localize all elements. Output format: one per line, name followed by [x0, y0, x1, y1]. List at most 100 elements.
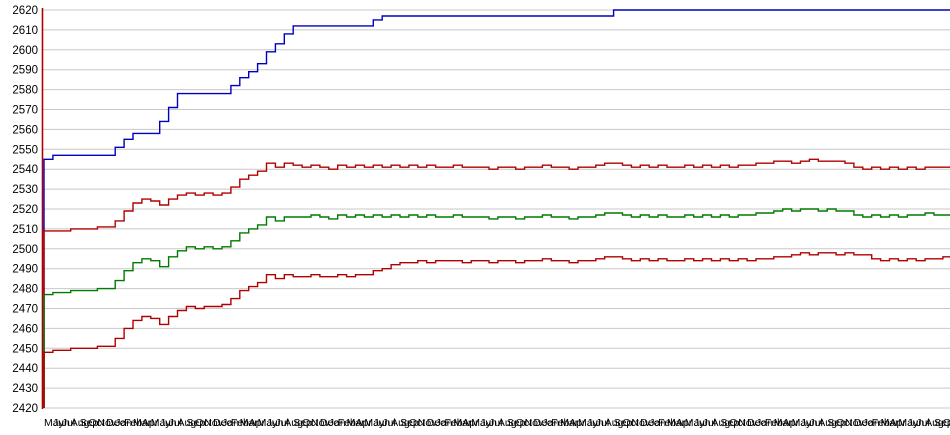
x-tick-label: Aug — [925, 417, 944, 429]
y-tick-label: 2450 — [12, 343, 38, 355]
x-tick-label: Apr — [569, 417, 586, 429]
x-tick-label: Dec — [427, 417, 446, 429]
x-tick-label: Oct — [836, 417, 852, 429]
x-tick-label: Nov — [525, 417, 544, 429]
x-tick-label: Jul — [275, 417, 288, 429]
x-tick-label: Sep — [720, 417, 739, 429]
x-tick-label: May — [898, 417, 919, 429]
x-tick-label: Jun — [160, 417, 177, 429]
x-tick-label: Feb — [124, 417, 142, 429]
y-tick-label: 2580 — [12, 85, 38, 97]
x-tick-label: Oct — [516, 417, 532, 429]
y-tick-label: 2540 — [12, 164, 38, 176]
x-tick-label: Mar — [347, 417, 366, 429]
x-tick-label: Dec — [534, 417, 553, 429]
x-tick-label: Feb — [658, 417, 676, 429]
y-tick-label: 2590 — [12, 65, 38, 77]
x-tick-label: May — [364, 417, 385, 429]
y-tick-label: 2530 — [12, 184, 38, 196]
x-tick-label: Jul — [169, 417, 182, 429]
x-tick-label: Jul — [489, 417, 502, 429]
x-tick-label: Feb — [338, 417, 356, 429]
x-tick-label: Nov — [97, 417, 116, 429]
x-tick-label: Aug — [284, 417, 303, 429]
x-tick-label: Dec — [747, 417, 766, 429]
x-tick-label: Jun — [267, 417, 284, 429]
x-tick-label: Jul — [382, 417, 395, 429]
y-tick-label: 2440 — [12, 363, 38, 375]
y-tick-label: 2490 — [12, 264, 38, 276]
x-tick-label: Jul — [809, 417, 822, 429]
x-tick-label: Feb — [872, 417, 890, 429]
x-tick-label: Sep — [400, 417, 419, 429]
y-tick-label: 2520 — [12, 204, 38, 216]
x-tick-label: Sep — [293, 417, 312, 429]
x-tick-label: Jul — [62, 417, 75, 429]
x-tick-label: Oct — [729, 417, 745, 429]
x-tick-label: Mar — [133, 417, 152, 429]
x-tick-label: Sep — [934, 417, 950, 429]
x-tick-label: Nov — [738, 417, 757, 429]
x-tick-label: Mar — [240, 417, 259, 429]
x-tick-label: Jan — [436, 417, 453, 429]
x-tick-label: May — [471, 417, 492, 429]
x-tick-label: Jun — [480, 417, 497, 429]
x-tick-label: Feb — [551, 417, 569, 429]
x-tick-label: May — [151, 417, 172, 429]
x-tick-label: Jun — [694, 417, 711, 429]
x-tick-label: Feb — [445, 417, 463, 429]
x-tick-label: Jan — [329, 417, 346, 429]
x-tick-label: Jan — [542, 417, 559, 429]
x-tick-label: Aug — [178, 417, 197, 429]
x-tick-label: Feb — [765, 417, 783, 429]
x-tick-label: Sep — [614, 417, 633, 429]
y-tick-label: 2470 — [12, 304, 38, 316]
x-tick-label: Apr — [142, 417, 159, 429]
x-tick-label: Aug — [818, 417, 837, 429]
x-tick-label: Jul — [916, 417, 929, 429]
x-tick-label: Dec — [640, 417, 659, 429]
x-tick-label: Apr — [676, 417, 693, 429]
x-tick-label: Nov — [204, 417, 223, 429]
series-red-upper-line — [43, 158, 950, 408]
x-tick-label: Oct — [195, 417, 211, 429]
x-tick-label: May — [258, 417, 279, 429]
x-tick-label: Nov — [631, 417, 650, 429]
y-tick-label: 2480 — [12, 284, 38, 296]
x-tick-label: Jun — [373, 417, 390, 429]
y-tick-label: 2610 — [12, 25, 38, 37]
x-tick-label: Oct — [943, 417, 950, 429]
x-tick-label: Mar — [453, 417, 472, 429]
x-tick-label: Jan — [756, 417, 773, 429]
x-tick-label: Jun — [907, 417, 924, 429]
x-tick-label: Jan — [863, 417, 880, 429]
y-tick-label: 2570 — [12, 105, 38, 117]
x-tick-label: Jan — [115, 417, 132, 429]
x-tick-label: Mar — [774, 417, 793, 429]
x-tick-label: Apr — [356, 417, 373, 429]
x-tick-label: Aug — [498, 417, 517, 429]
y-tick-label: 2560 — [12, 124, 38, 136]
x-tick-label: May — [44, 417, 65, 429]
x-tick-label: Nov — [311, 417, 330, 429]
x-tick-label: Mar — [667, 417, 686, 429]
x-tick-label: Aug — [71, 417, 90, 429]
x-tick-label: Oct — [302, 417, 318, 429]
x-tick-label: Oct — [409, 417, 425, 429]
series-blue-line — [43, 9, 950, 408]
x-tick-label: Oct — [623, 417, 639, 429]
x-tick-label: Apr — [783, 417, 800, 429]
x-tick-label: Jun — [53, 417, 70, 429]
y-tick-label: 2500 — [12, 244, 38, 256]
y-tick-label: 2550 — [12, 144, 38, 156]
y-tick-label: 2620 — [12, 5, 38, 17]
x-tick-label: Apr — [249, 417, 266, 429]
x-tick-label: Mar — [881, 417, 900, 429]
x-tick-label: Sep — [186, 417, 205, 429]
x-tick-label: Sep — [827, 417, 846, 429]
x-tick-label: Nov — [418, 417, 437, 429]
x-tick-label: May — [578, 417, 599, 429]
series-green-line — [43, 208, 950, 408]
